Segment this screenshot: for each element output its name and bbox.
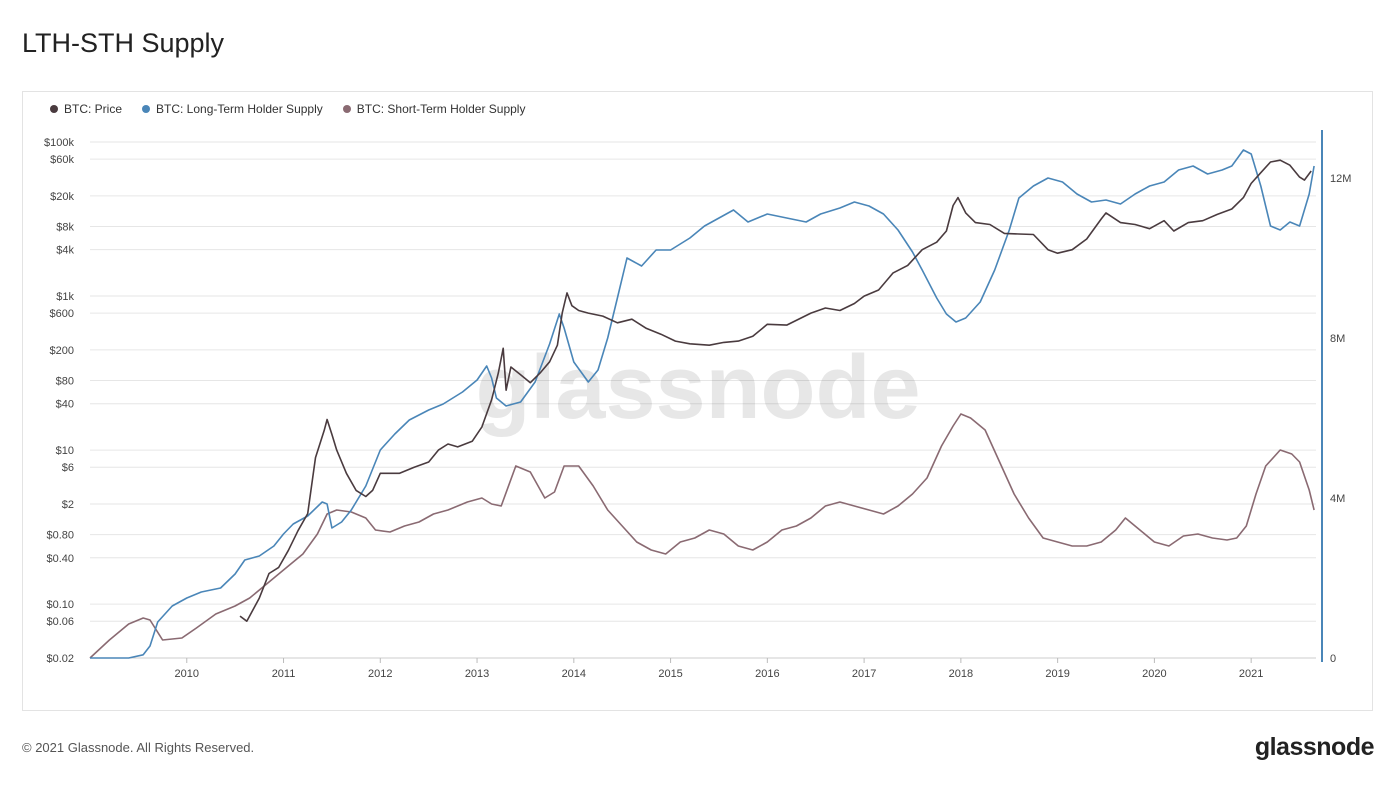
y-left-tick-label: $40 [56, 399, 74, 411]
brand-logo[interactable]: glassnode [1254, 733, 1375, 761]
y-left-tick-label: $4k [56, 245, 74, 257]
y-left-tick-label: $20k [50, 191, 74, 203]
legend-item-price[interactable]: BTC: Price [50, 102, 122, 116]
y-left-axis: $100k $60k $20k $8k $4k $1k $600 $200 $80 $40 $10 $… [44, 137, 74, 665]
y-left-tick-label: $600 [50, 308, 74, 320]
y-left-tick-label: $0.06 [46, 616, 74, 628]
y-right-axis: 12M 8M 4M 0 [1321, 130, 1351, 665]
y-left-tick-label: $10 [56, 445, 74, 457]
y-left-tick-label: $60k [50, 154, 74, 166]
x-tick-label: 2012 [368, 668, 392, 680]
y-left-tick-label: $1k [56, 291, 74, 303]
y-left-tick-label: $8k [56, 221, 74, 233]
legend-item-sth[interactable]: BTC: Short-Term Holder Supply [342, 102, 526, 116]
y-right-tick-label: 8M [1330, 333, 1345, 345]
x-tick-label: 2016 [755, 668, 779, 680]
x-tick-label: 2010 [175, 668, 199, 680]
y-right-tick-label: 0 [1330, 653, 1336, 665]
x-tick-label: 2011 [272, 668, 296, 680]
legend-label-sth: BTC: Short-Term Holder Supply [356, 102, 526, 116]
series-line-lth [90, 149, 1315, 659]
y-right-tick-label: 12M [1330, 173, 1351, 185]
y-left-tick-label: $6 [62, 462, 74, 474]
y-left-tick-label: $2 [62, 499, 74, 511]
x-tick-label: 2013 [465, 668, 489, 680]
chart-card [22, 91, 1373, 711]
chart-legend: BTC: Price BTC: Long-Term Holder Supply … [50, 102, 525, 116]
x-tick-label: 2020 [1142, 668, 1166, 680]
x-tick-label: 2021 [1239, 668, 1263, 680]
series-line-sth [89, 413, 1315, 659]
x-tick-label: 2018 [949, 668, 973, 680]
x-tick-label: 2014 [562, 668, 586, 680]
x-tick-label: 2019 [1045, 668, 1069, 680]
y-right-tick-label: 4M [1330, 493, 1345, 505]
y-left-tick-label: $0.10 [46, 599, 74, 611]
legend-dot-sth [342, 105, 351, 113]
y-left-tick-label: $200 [50, 345, 74, 357]
legend-dot-price [50, 105, 58, 113]
legend-item-lth[interactable]: BTC: Long-Term Holder Supply [142, 102, 323, 116]
legend-label-price: BTC: Price [64, 102, 123, 116]
y-left-tick-label: $0.80 [46, 530, 74, 542]
page-title: LTH-STH Supply [22, 28, 225, 58]
legend-dot-lth [142, 105, 151, 113]
x-axis: 2010 2011 2012 2013 2014 2015 2016 2017 2018 2019… [90, 657, 1316, 680]
y-left-tick-label: $80 [56, 376, 74, 388]
y-left-tick-label: $100k [44, 137, 74, 149]
x-tick-label: 2017 [852, 668, 876, 680]
series-layer [89, 149, 1315, 659]
copyright-text: © 2021 Glassnode. All Rights Reserved. [22, 740, 255, 755]
y-left-tick-label: $0.40 [46, 553, 74, 565]
watermark-text: glassnode [475, 338, 920, 438]
x-tick-label: 2015 [658, 668, 682, 680]
series-line-price [239, 159, 1312, 623]
legend-label-lth: BTC: Long-Term Holder Supply [156, 102, 323, 116]
y-left-tick-label: $0.02 [46, 653, 74, 665]
